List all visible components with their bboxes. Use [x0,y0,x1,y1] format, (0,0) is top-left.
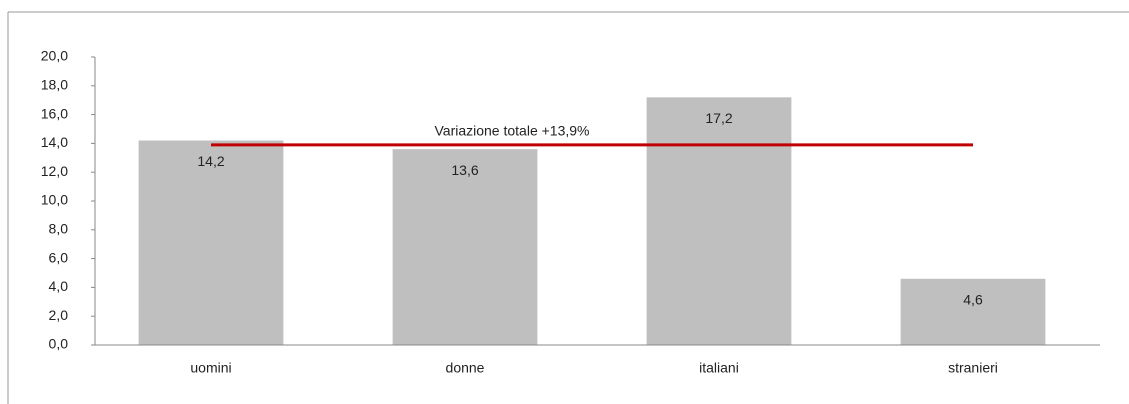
bar [646,97,792,345]
y-tick-label: 2,0 [49,307,69,323]
reference-label: Variazione totale +13,9% [434,123,589,139]
x-tick-label: italiani [699,360,739,376]
data-label: 4,6 [963,291,983,307]
y-tick-label: 16,0 [41,105,68,121]
y-tick-label: 10,0 [41,192,68,208]
y-tick-label: 20,0 [41,48,68,64]
data-label: 17,2 [705,110,732,126]
y-tick-label: 18,0 [41,77,68,93]
bar [138,140,284,345]
y-tick-label: 4,0 [49,278,69,294]
bar [900,278,1046,345]
y-tick-label: 0,0 [49,336,69,352]
data-label: 13,6 [451,162,478,178]
y-tick-label: 8,0 [49,221,69,237]
y-tick-label: 14,0 [41,134,68,150]
x-tick-label: uomini [190,360,231,376]
x-tick-label: donne [446,360,485,376]
x-tick-label: stranieri [948,360,998,376]
data-label: 14,2 [197,153,224,169]
y-tick-label: 12,0 [41,163,68,179]
bar [392,149,538,345]
y-tick-label: 6,0 [49,249,69,265]
